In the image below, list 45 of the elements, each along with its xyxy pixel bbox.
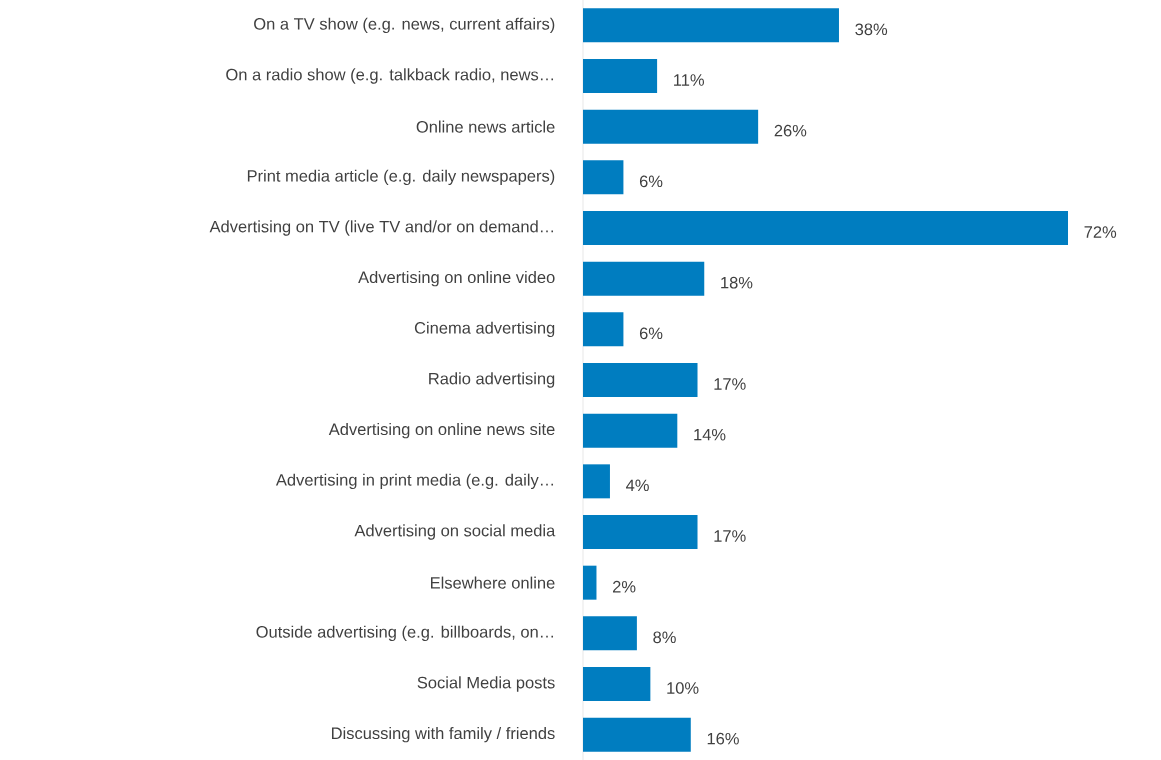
bar <box>583 413 678 448</box>
data-label: 17% <box>714 378 746 390</box>
y-tick-label: Social Media posts <box>417 676 555 692</box>
y-tick-label: Advertising on TV (live TV and/or on demand… <box>209 220 554 236</box>
bar <box>583 59 658 93</box>
y-tick-label: Advertising in print media (e.g. daily… <box>275 473 554 490</box>
bar <box>583 717 691 752</box>
y-tick-label: Elsewhere online <box>431 576 555 589</box>
data-label: 18% <box>721 276 753 289</box>
data-label: 2% <box>613 580 636 593</box>
bar <box>583 363 698 397</box>
y-tick-label: Print media article (e.g. daily newspapers) <box>247 169 555 186</box>
y-tick-label: Cinema advertising <box>414 321 555 338</box>
data-label: 17% <box>714 530 746 542</box>
data-label: 16% <box>707 732 739 745</box>
data-label: 11% <box>674 74 704 86</box>
y-tick-label: On a radio show (e.g. talkback radio, news… <box>226 68 554 84</box>
bar <box>583 515 698 550</box>
bar <box>583 616 637 651</box>
bar <box>583 667 651 702</box>
y-tick-label: Discussing with family / friends <box>332 726 555 743</box>
data-label: 38% <box>855 23 888 36</box>
bar <box>583 160 624 195</box>
y-tick-label: Radio advertising <box>429 372 555 388</box>
data-label: 6% <box>639 327 663 340</box>
bar <box>583 464 610 499</box>
data-label: 8% <box>653 631 676 644</box>
data-label: 10% <box>667 682 699 694</box>
bar <box>583 8 839 43</box>
y-tick-label: On a TV show (e.g. news, current affairs) <box>254 17 555 34</box>
bar <box>583 109 759 144</box>
y-tick-label: Outside advertising (e.g. billboards, on… <box>256 625 554 642</box>
bar <box>583 312 624 347</box>
data-label: 14% <box>694 428 726 441</box>
data-label: 26% <box>774 124 807 137</box>
bar <box>583 565 597 600</box>
data-label: 72% <box>1084 226 1117 238</box>
y-tick-label: Online news article <box>416 120 555 133</box>
data-label: 6% <box>639 175 663 188</box>
bar <box>583 261 705 296</box>
y-tick-label: Advertising on online news site <box>328 422 555 439</box>
y-tick-label: Advertising on online video <box>358 270 555 287</box>
data-label: 4% <box>626 479 649 492</box>
bar <box>583 211 1068 245</box>
y-tick-label: Advertising on social media <box>354 524 556 540</box>
